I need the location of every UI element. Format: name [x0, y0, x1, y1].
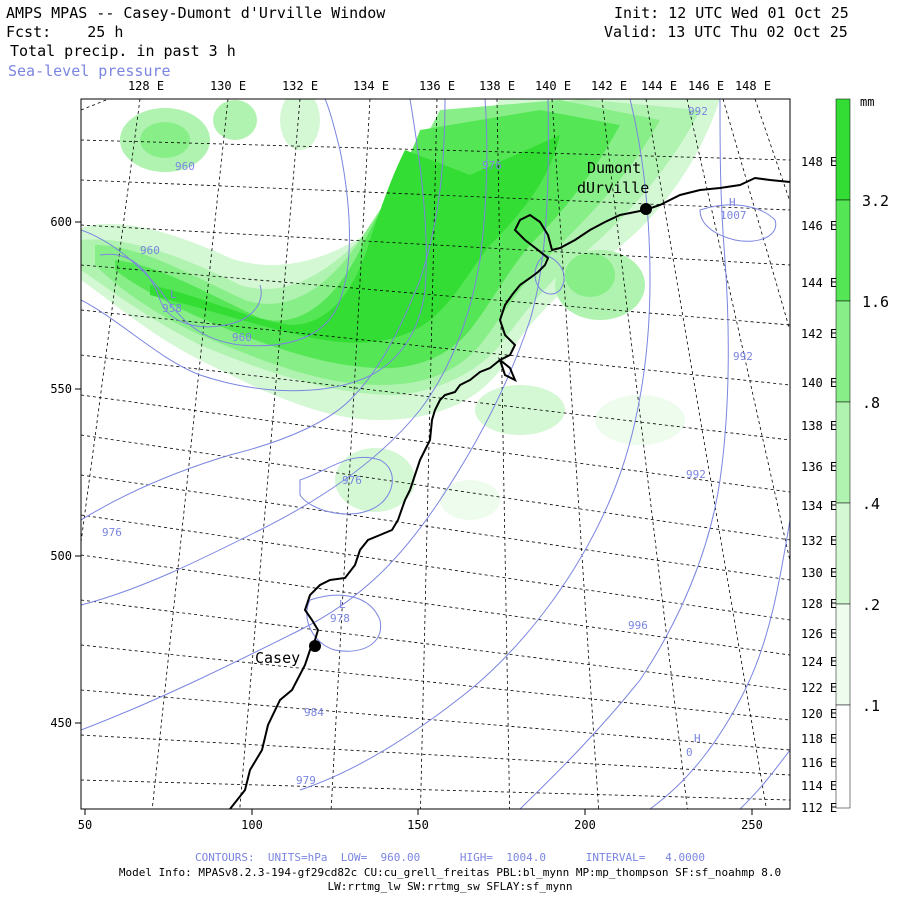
valid-time: Valid: 13 UTC Thu 02 Oct 25: [604, 23, 848, 41]
right-lon-label: 118 E: [801, 732, 837, 746]
station-label-dumont-2: dUrville: [577, 179, 649, 197]
colorbar-swatch: [835, 300, 851, 403]
right-lon-label: 132 E: [801, 534, 837, 548]
right-lon-label: 136 E: [801, 460, 837, 474]
right-lon-label: 146 E: [801, 219, 837, 233]
right-lon-labels: 148 E 146 E 144 E 142 E 140 E 138 E 136 …: [801, 155, 837, 815]
right-lon-label: 126 E: [801, 627, 837, 641]
station-marker-dumont: [640, 203, 652, 215]
right-lon-label: 130 E: [801, 566, 837, 580]
top-lon-label: 148 E: [735, 79, 771, 93]
station-label-dumont-1: Dumont: [587, 159, 641, 177]
precip-shading: [81, 99, 720, 520]
y-tick-label: 500: [50, 549, 72, 563]
graticule: [81, 99, 790, 809]
right-lon-label: 124 E: [801, 655, 837, 669]
y-tick-label: 550: [50, 382, 72, 396]
top-lon-label: 128 E: [128, 79, 164, 93]
y-tick-label: 450: [50, 716, 72, 730]
right-lon-label: 134 E: [801, 499, 837, 513]
top-lon-label: 142 E: [591, 79, 627, 93]
forecast-hour: Fcst: 25 h: [6, 23, 124, 41]
colorbar-swatch: [835, 704, 851, 809]
plot-frame: [80, 98, 791, 810]
top-lon-label: 140 E: [535, 79, 571, 93]
pressure-label: 979: [296, 774, 316, 787]
right-lon-label: 114 E: [801, 779, 837, 793]
station-label-casey: Casey: [255, 649, 300, 667]
pressure-label-group: 960 960 958 960 976 976 976 978 984 979 …: [102, 105, 753, 787]
pressure-label: 1007: [720, 209, 747, 222]
x-tick-label: 200: [574, 818, 596, 832]
right-lon-label: 116 E: [801, 756, 837, 770]
colorbar-swatch: [835, 401, 851, 504]
init-time: Init: 12 UTC Wed 01 Oct 25: [614, 4, 849, 22]
colorbar-swatch: [835, 603, 851, 706]
colorbar-level: 3.2: [862, 192, 889, 210]
pressure-label: 978: [330, 612, 350, 625]
pressure-label: 992: [688, 105, 708, 118]
model-info: Model Info: MPASv8.2.3-194-gf29cd82c CU:…: [118, 866, 782, 879]
right-lon-label: 140 E: [801, 376, 837, 390]
pressure-label: 960: [232, 331, 252, 344]
colorbar: mm 3.2 1.6 .8 .4 .2 .1: [835, 95, 889, 809]
y-tick-label: 600: [50, 215, 72, 229]
colorbar-level: 1.6: [862, 293, 889, 311]
pressure-low: L: [170, 288, 177, 301]
right-lon-label: 122 E: [801, 681, 837, 695]
pressure-label: 960: [175, 160, 195, 173]
y-axis: 600 550 500 450: [50, 215, 81, 730]
pressure-label: 960: [140, 244, 160, 257]
top-lon-label: 134 E: [353, 79, 389, 93]
pressure-label: 958: [162, 302, 182, 315]
right-lon-label: 142 E: [801, 327, 837, 341]
pressure-label: 996: [628, 619, 648, 632]
pressure-label: 992: [733, 350, 753, 363]
colorbar-swatch: [835, 199, 851, 302]
right-lon-label: 144 E: [801, 276, 837, 290]
pressure-label: 984: [304, 706, 324, 719]
pressure-label: 976: [482, 159, 502, 172]
station-marker-casey: [309, 640, 321, 652]
colorbar-swatch: [835, 502, 851, 605]
x-tick-label: 100: [241, 818, 263, 832]
field-name: Total precip. in past 3 h: [10, 42, 236, 60]
top-lon-label: 138 E: [479, 79, 515, 93]
pressure-low: L: [339, 598, 346, 611]
colorbar-swatch: [835, 98, 851, 201]
top-lon-label: 146 E: [688, 79, 724, 93]
coastline: [229, 176, 790, 809]
colorbar-level: .1: [862, 697, 880, 715]
right-lon-label: 148 E: [801, 155, 837, 169]
pressure-label: 992: [686, 468, 706, 481]
pressure-label: 0: [686, 746, 693, 759]
top-lon-label: 144 E: [641, 79, 677, 93]
top-lon-labels: 128 E 130 E 132 E 134 E 136 E 138 E 140 …: [128, 79, 771, 93]
map-title: AMPS MPAS -- Casey-Dumont d'Urville Wind…: [6, 4, 386, 22]
colorbar-level: .2: [862, 596, 880, 614]
top-lon-label: 136 E: [419, 79, 455, 93]
pressure-high: H: [729, 196, 736, 209]
right-lon-label: 128 E: [801, 597, 837, 611]
x-tick-label: 50: [78, 818, 92, 832]
pressure-label: 976: [102, 526, 122, 539]
colorbar-level: .8: [862, 394, 880, 412]
top-lon-label: 130 E: [210, 79, 246, 93]
right-lon-label: 120 E: [801, 707, 837, 721]
right-lon-label: 138 E: [801, 419, 837, 433]
x-tick-label: 150: [407, 818, 429, 832]
x-tick-label: 250: [741, 818, 763, 832]
right-lon-label: 112 E: [801, 801, 837, 815]
overlay-name: Sea-level pressure: [8, 62, 171, 80]
pressure-label: 976: [342, 474, 362, 487]
top-lon-label: 132 E: [282, 79, 318, 93]
contour-info: CONTOURS: UNITS=hPa LOW= 960.00 HIGH= 10…: [195, 851, 705, 864]
pressure-high: H: [694, 732, 701, 745]
model-info-2: LW:rrtmg_lw SW:rrtmg_sw SFLAY:sf_mynn: [327, 880, 573, 893]
pressure-contours: [81, 99, 790, 809]
x-axis: 50 100 150 200 250: [78, 809, 763, 832]
colorbar-level: .4: [862, 495, 880, 513]
colorbar-unit: mm: [860, 95, 874, 109]
